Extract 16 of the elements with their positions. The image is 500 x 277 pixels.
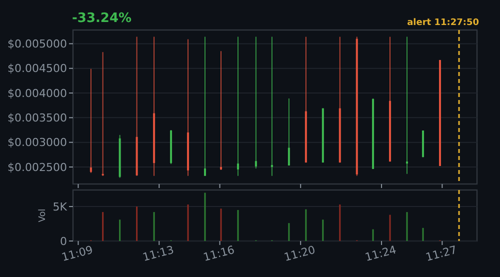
y-tick-label: $0.004500 (8, 62, 67, 76)
y-tick-label: 5K (52, 200, 68, 214)
chart-title: -33.24% (72, 11, 132, 26)
y-tick-label: $0.002500 (8, 160, 67, 174)
y-tick-label: 0 (60, 234, 67, 248)
ref-line-label: alert 11:27:50 (407, 18, 480, 28)
x-tick-label: 11:16 (202, 243, 236, 264)
y-tick-label: $0.003000 (8, 136, 67, 150)
y-tick-label: $0.005000 (8, 38, 67, 51)
y-tick-label: $0.004000 (8, 86, 67, 100)
x-tick-label: 11:27 (424, 243, 458, 264)
x-tick-label: 11:13 (141, 243, 176, 264)
x-tick-label: 11:24 (364, 243, 398, 264)
y-tick-label: $0.003500 (8, 112, 67, 125)
y-axis-title: Vol (38, 208, 48, 222)
x-tick-label: 11:20 (282, 243, 317, 264)
